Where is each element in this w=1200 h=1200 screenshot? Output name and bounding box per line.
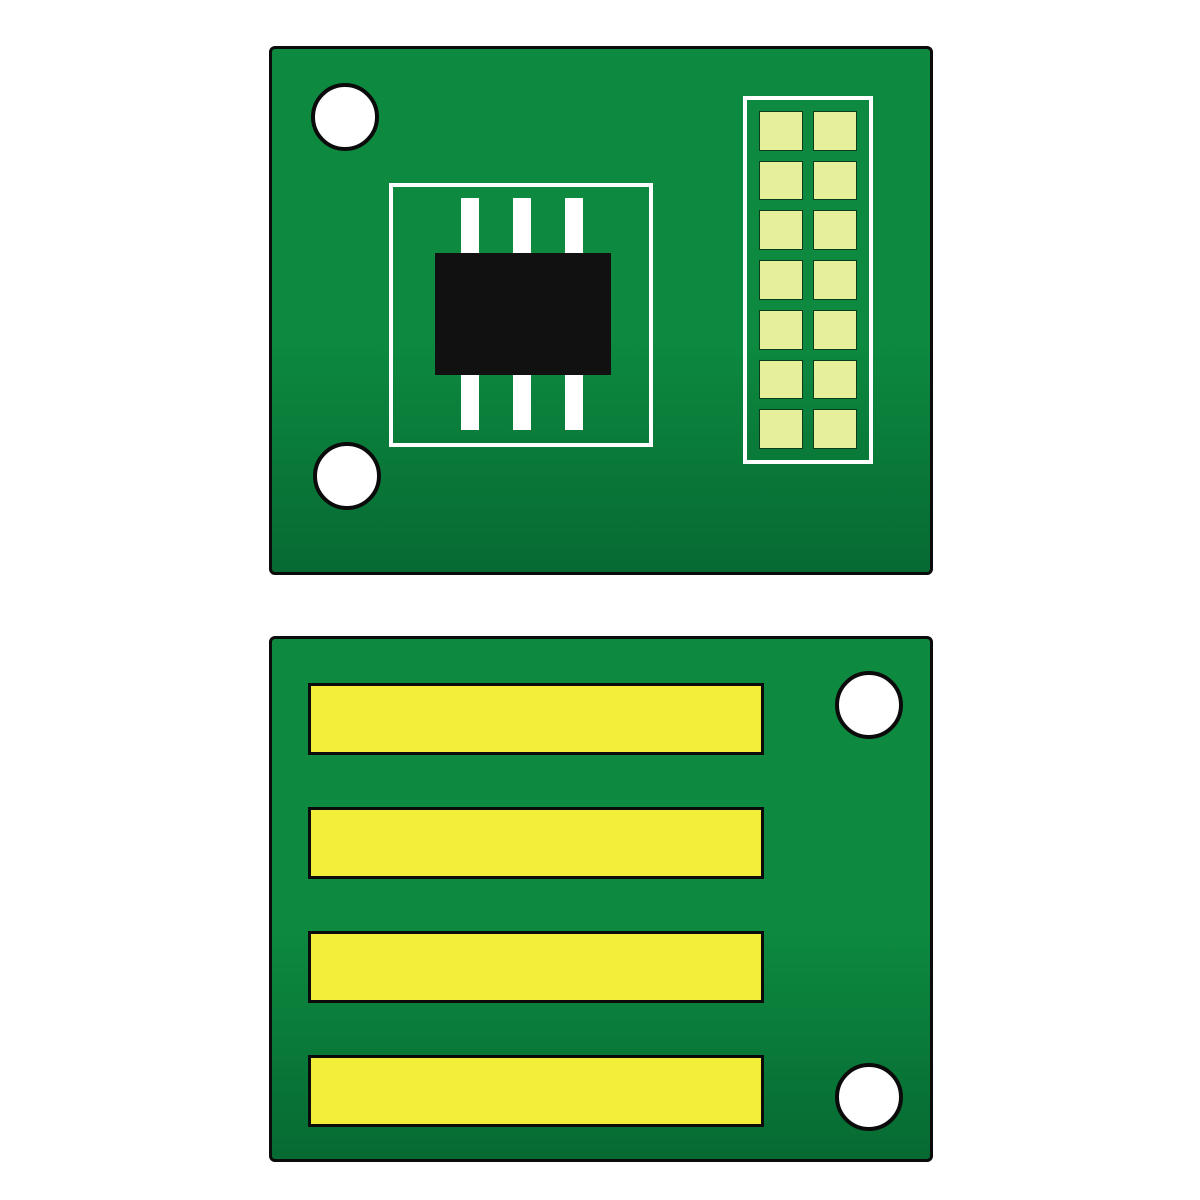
- ic-pin: [461, 375, 479, 430]
- gold-contact-strip: [308, 807, 764, 879]
- connector-pad: [813, 260, 857, 300]
- gold-contact-strip: [308, 683, 764, 755]
- connector-pad: [759, 111, 803, 151]
- connector-pad: [759, 409, 803, 449]
- connector-pad: [759, 210, 803, 250]
- connector-pad: [813, 210, 857, 250]
- connector-pad-grid: [759, 111, 857, 449]
- connector-pad: [813, 360, 857, 400]
- ic-pin: [565, 375, 583, 430]
- mounting-hole: [835, 671, 903, 739]
- connector-pad: [759, 310, 803, 350]
- pcb-top-board: [269, 46, 933, 575]
- mounting-hole: [311, 83, 379, 151]
- ic-pin: [565, 198, 583, 253]
- pcb-bottom-board: [269, 636, 933, 1162]
- connector-pad: [813, 111, 857, 151]
- diagram-canvas: [0, 0, 1200, 1200]
- connector-pad: [759, 161, 803, 201]
- connector-pad: [813, 310, 857, 350]
- connector-pad: [759, 360, 803, 400]
- gold-contact-strip: [308, 931, 764, 1003]
- connector-pad: [813, 161, 857, 201]
- connector-pad: [813, 409, 857, 449]
- ic-pin: [461, 198, 479, 253]
- ic-body: [435, 253, 611, 375]
- gold-contact-strip-group: [308, 683, 764, 1127]
- gold-contact-strip: [308, 1055, 764, 1127]
- connector-pad: [759, 260, 803, 300]
- mounting-hole: [313, 442, 381, 510]
- mounting-hole: [835, 1063, 903, 1131]
- ic-pin: [513, 198, 531, 253]
- ic-pin: [513, 375, 531, 430]
